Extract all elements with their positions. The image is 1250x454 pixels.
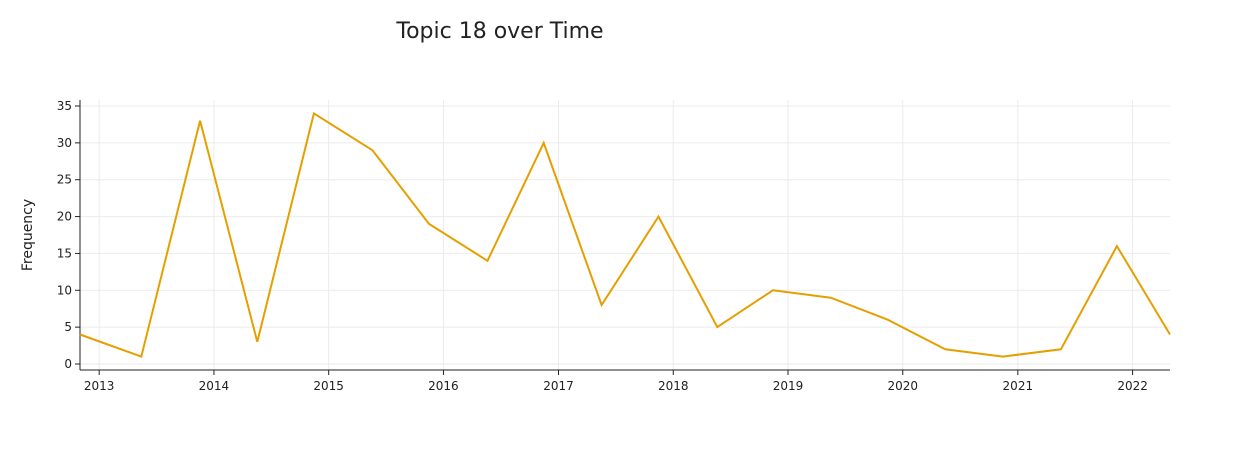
y-tick-label: 35 (57, 99, 72, 113)
x-tick-label: 2015 (313, 379, 344, 393)
series-line (79, 111, 1171, 358)
y-tick-label: 5 (64, 320, 72, 334)
x-tick-label: 2018 (658, 379, 689, 393)
y-axis-label: Frequency (20, 199, 36, 271)
x-tick-label: 2020 (887, 379, 918, 393)
y-tick-label: 10 (57, 283, 72, 297)
x-tick-label: 2019 (773, 379, 804, 393)
x-tick-label: 2016 (428, 379, 459, 393)
grid-lines (80, 100, 1170, 370)
x-tick-label: 2017 (543, 379, 574, 393)
y-tick-label: 20 (57, 210, 72, 224)
y-tick-label: 15 (57, 246, 72, 260)
series-layer (79, 111, 1171, 358)
chart-title: Topic 18 over Time (395, 19, 603, 44)
x-tick-label: 2021 (1003, 379, 1034, 393)
x-tick-label: 2013 (84, 379, 115, 393)
x-tick-label: 2014 (199, 379, 230, 393)
y-tick-label: 25 (57, 173, 72, 187)
y-tick-label: 30 (57, 136, 72, 150)
axes: 0 5 10 15 20 25 30 35 2013 2014 2015 2016 2017 2018 20… (57, 99, 1170, 393)
y-tick-label: 0 (64, 357, 72, 371)
x-tick-label: 2022 (1117, 379, 1148, 393)
